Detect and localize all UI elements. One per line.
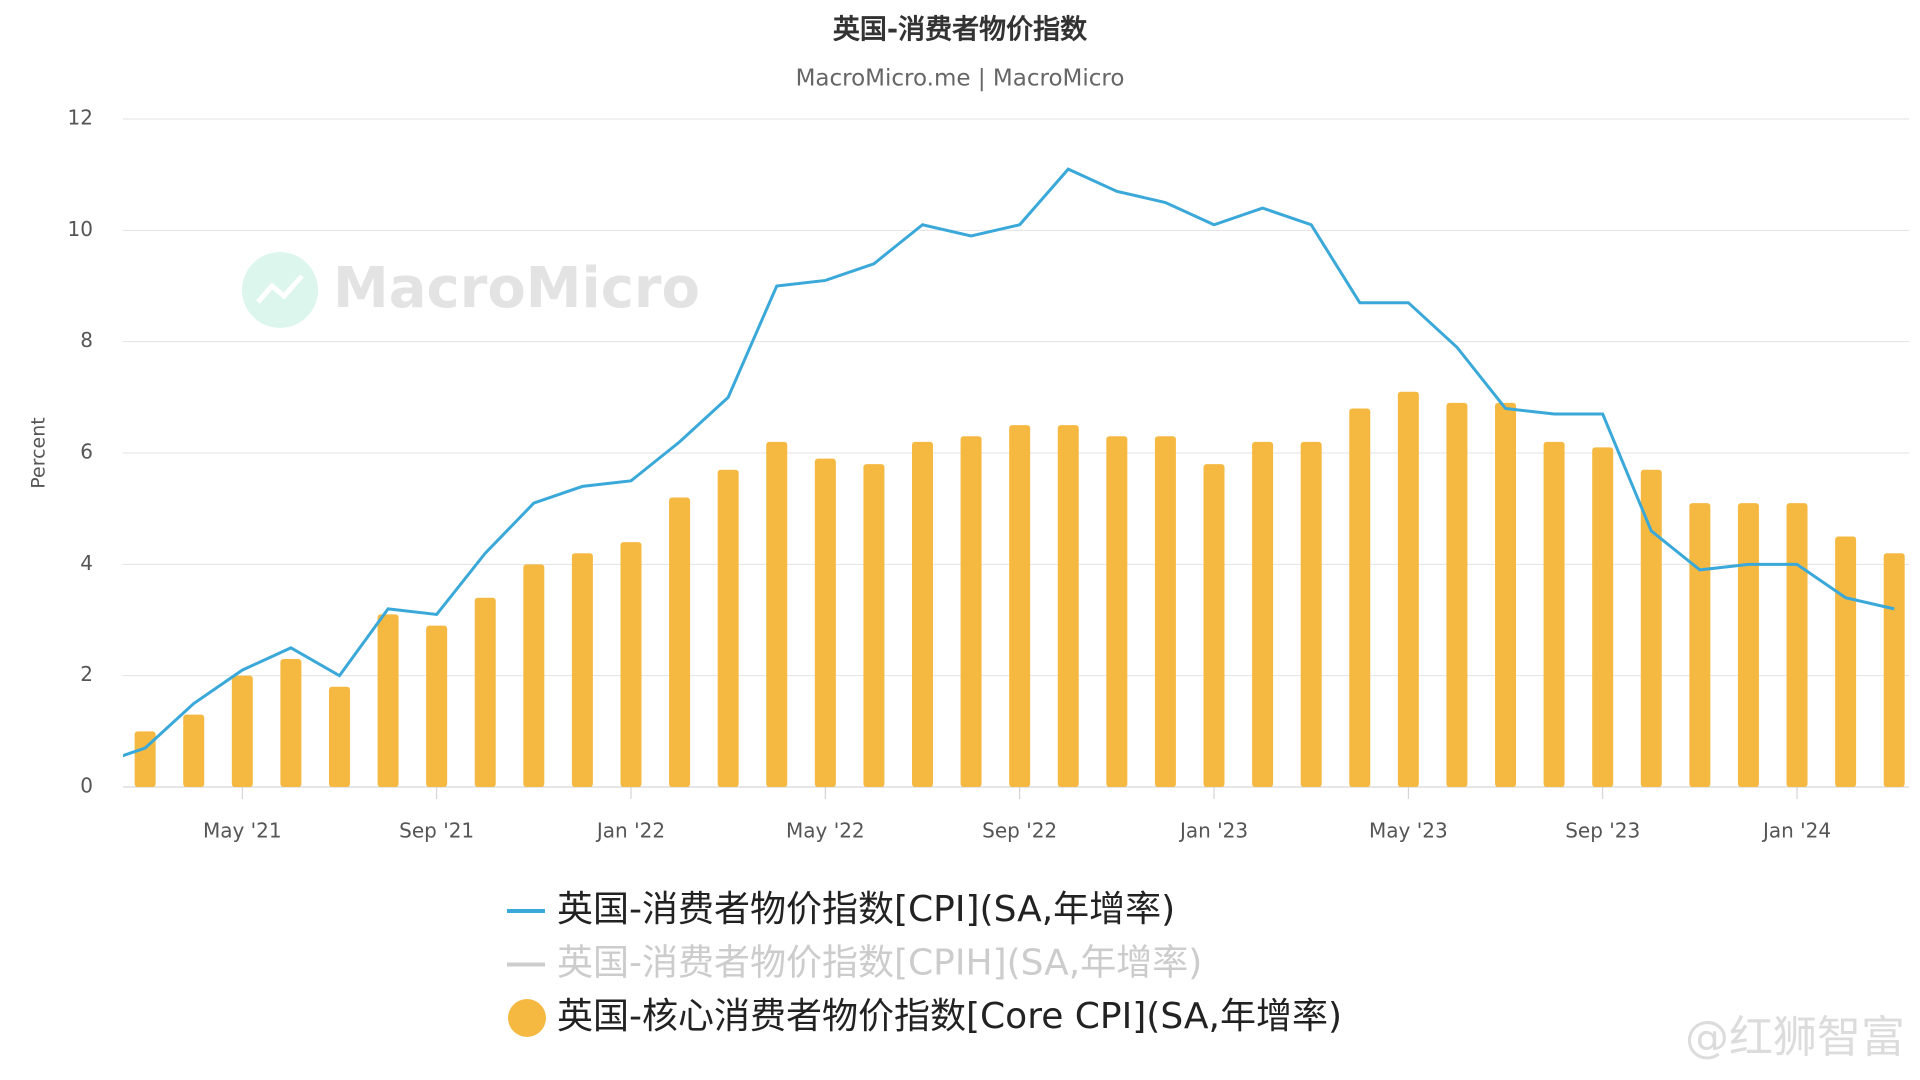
bar (426, 625, 448, 787)
x-tick-label: Sep '22 (982, 819, 1057, 843)
legend-label: 英国-核心消费者物价指数[Core CPI](SA,年增率) (557, 996, 1342, 1037)
bar (1009, 425, 1031, 787)
bar (1495, 402, 1517, 787)
bar (474, 597, 496, 787)
bar (1689, 503, 1711, 787)
x-tick-label: Sep '23 (1565, 819, 1640, 843)
x-tick-label: Jan '22 (595, 819, 665, 843)
y-axis-label: Percent (28, 417, 50, 489)
bar (960, 436, 982, 787)
bar (1252, 441, 1274, 787)
y-tick-label: 2 (80, 662, 93, 686)
bar (1640, 469, 1662, 787)
bar (571, 553, 593, 787)
x-tick-label: Sep '21 (399, 819, 474, 843)
bar (1446, 402, 1468, 787)
bar (1543, 441, 1565, 787)
bar (231, 675, 253, 787)
y-tick-label: 6 (80, 440, 93, 464)
bar (1883, 553, 1905, 787)
bar (280, 658, 302, 787)
y-tick-label: 4 (80, 551, 93, 575)
bar (377, 614, 399, 787)
legend-label: 英国-消费者物价指数[CPIH](SA,年增率) (557, 943, 1202, 984)
x-tick-label: Jan '24 (1761, 819, 1831, 843)
bar (766, 441, 788, 787)
y-tick-label: 12 (68, 106, 93, 130)
bar (1786, 503, 1808, 787)
y-tick-label: 0 (80, 774, 93, 798)
bar (912, 441, 933, 787)
watermark-logo (242, 252, 318, 328)
y-tick-label: 8 (80, 328, 93, 352)
bar (328, 686, 350, 787)
credit-watermark: @红狮智富 (1685, 1012, 1905, 1063)
chart-subtitle: MacroMicro.me | MacroMicro (796, 66, 1125, 92)
bar (669, 497, 691, 787)
x-tick-label: May '21 (203, 819, 282, 843)
bar (1154, 436, 1176, 787)
bar (1300, 441, 1322, 787)
plot (123, 167, 1905, 787)
bar (1835, 536, 1857, 787)
bar (1203, 464, 1225, 787)
bar (814, 458, 836, 787)
x-tick-label: May '22 (786, 819, 865, 843)
bar (183, 714, 205, 787)
bar (1057, 425, 1079, 787)
bar (1397, 391, 1419, 787)
y-tick-label: 10 (68, 217, 93, 241)
line (123, 167, 1895, 758)
bar (1592, 447, 1614, 787)
watermark: MacroMicro (333, 256, 700, 321)
bar (523, 564, 545, 787)
bar (863, 464, 885, 787)
chart-title: 英国-消费者物价指数 (833, 15, 1088, 46)
x-tick-label: Jan '23 (1178, 819, 1248, 843)
bar (717, 469, 739, 787)
legend-swatch (508, 999, 546, 1037)
bar (620, 542, 642, 787)
x-tick-label: May '23 (1369, 819, 1448, 843)
bar (1106, 436, 1128, 787)
legend-label: 英国-消费者物价指数[CPI](SA,年增率) (557, 889, 1175, 930)
bar (1737, 503, 1759, 787)
bar (1349, 408, 1371, 787)
